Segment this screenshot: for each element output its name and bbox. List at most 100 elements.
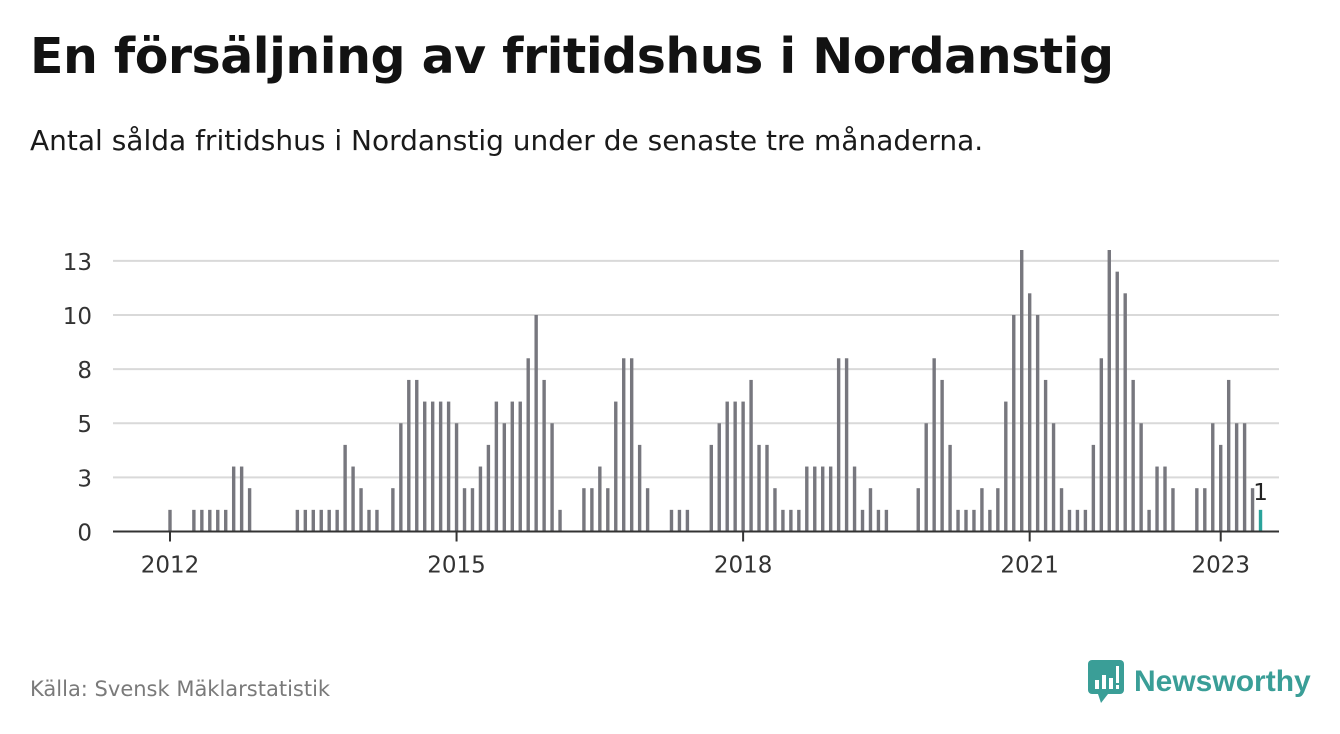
- bar: [773, 488, 777, 532]
- bar: [852, 466, 857, 532]
- bar: [1211, 423, 1215, 532]
- bar: [454, 423, 459, 532]
- bar: [964, 509, 968, 532]
- bar: [1059, 488, 1064, 532]
- bar: [629, 358, 634, 532]
- bar: [558, 509, 562, 532]
- x-tick-label: 2018: [714, 553, 773, 579]
- bar: [948, 444, 952, 532]
- bar: [208, 509, 212, 532]
- brand-name: Newsworthy: [1134, 665, 1311, 698]
- bar: [1020, 250, 1024, 532]
- bar-chart-speech-bubble-icon: [1088, 660, 1124, 703]
- bar: [717, 423, 721, 532]
- bar: [844, 358, 849, 532]
- bar: [821, 466, 825, 532]
- bar: [407, 379, 411, 532]
- bar: [510, 401, 514, 532]
- chart-subtitle: Antal sålda fritidshus i Nordanstig unde…: [30, 124, 984, 157]
- y-tick-label: 8: [77, 358, 92, 384]
- bar: [813, 466, 817, 532]
- y-tick-label: 5: [77, 412, 92, 438]
- bar: [828, 466, 833, 532]
- bar: [789, 509, 793, 532]
- bar: [1242, 423, 1247, 532]
- bar: [860, 509, 865, 532]
- bar: [868, 488, 873, 532]
- bar: [1099, 358, 1104, 532]
- bar: [1083, 509, 1088, 532]
- bar: [1203, 488, 1207, 532]
- bar: [805, 466, 809, 532]
- bar: [1051, 423, 1056, 532]
- bar: [876, 509, 881, 532]
- bar: [598, 466, 602, 532]
- bar: [1123, 293, 1127, 532]
- bar: [972, 509, 976, 532]
- bar: [494, 401, 499, 532]
- bar: [327, 509, 331, 532]
- bar: [550, 423, 554, 532]
- bar: [1155, 466, 1159, 532]
- bar: [534, 314, 538, 532]
- bar: [677, 509, 682, 532]
- bar: [335, 509, 339, 532]
- bar: [757, 444, 761, 532]
- bar: [1091, 444, 1096, 532]
- bar: [1171, 488, 1175, 532]
- bar: [924, 423, 928, 532]
- bar: [502, 423, 507, 532]
- bar: [542, 379, 546, 532]
- bar: [765, 444, 769, 532]
- bar: [932, 358, 936, 532]
- bar: [1067, 509, 1072, 532]
- bar-highlight: [1258, 509, 1263, 532]
- x-tick-label: 2021: [1000, 553, 1059, 579]
- bar: [741, 401, 745, 532]
- bar-chart: 0 3 5 8 10 13 1 2012 2015 2018 2021 2023: [63, 250, 1279, 579]
- bar: [1115, 271, 1119, 532]
- x-tick-label: 2015: [427, 553, 486, 579]
- bar: [582, 488, 586, 532]
- bar: [1226, 379, 1231, 532]
- bar: [645, 488, 650, 532]
- bar: [988, 509, 992, 532]
- chart-title: En försäljning av fritidshus i Nordansti…: [30, 28, 1114, 85]
- bar: [637, 444, 642, 532]
- bar: [478, 466, 483, 532]
- bar: [1075, 509, 1080, 532]
- bar: [1012, 314, 1016, 532]
- bar: [192, 509, 196, 532]
- x-tick-label: 2012: [141, 553, 200, 579]
- source-note: Källa: Svensk Mäklarstatistik: [30, 677, 331, 701]
- bar: [781, 509, 785, 532]
- bar: [438, 401, 443, 532]
- last-value-label: 1: [1253, 480, 1268, 506]
- bar: [430, 401, 435, 532]
- bar: [470, 488, 475, 532]
- bar: [359, 488, 363, 532]
- bar: [606, 488, 610, 532]
- bar: [733, 401, 737, 532]
- bar: [391, 488, 395, 532]
- y-tick-label: 13: [63, 250, 92, 276]
- bar: [797, 509, 801, 532]
- x-tick-label: 2023: [1191, 553, 1250, 579]
- bar: [224, 509, 228, 532]
- y-tick-label: 3: [77, 466, 92, 492]
- bar: [247, 488, 252, 532]
- bar: [1195, 488, 1199, 532]
- bar: [446, 401, 451, 532]
- bar: [1147, 509, 1151, 532]
- bar: [311, 509, 315, 532]
- bar: [614, 401, 618, 532]
- bar: [462, 488, 467, 532]
- bar: [1027, 293, 1032, 532]
- bar: [1219, 444, 1223, 532]
- y-tick-label: 10: [63, 304, 92, 330]
- bar: [319, 509, 323, 532]
- bar: [1043, 379, 1048, 532]
- bar: [526, 358, 530, 532]
- bar: [343, 444, 347, 532]
- bar: [685, 509, 690, 532]
